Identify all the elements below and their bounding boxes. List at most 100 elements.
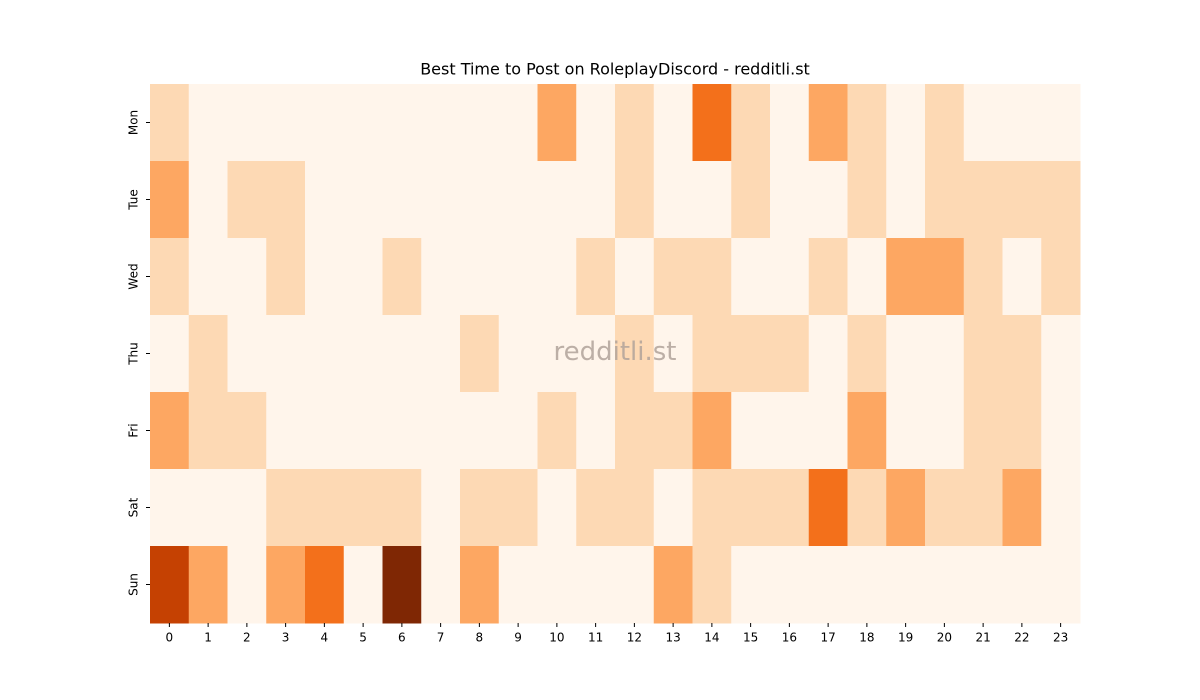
heatmap-cell: [266, 469, 306, 547]
heatmap-cell: [615, 546, 655, 624]
heatmap-cell: [460, 546, 500, 624]
heatmap-cell: [227, 161, 267, 239]
heatmap-cell: [886, 392, 926, 470]
x-tick-label: 7: [437, 631, 445, 645]
heatmap-cell: [731, 546, 771, 624]
y-tick-label: Thu: [127, 342, 141, 366]
heatmap-cell: [886, 469, 926, 547]
heatmap-cell: [498, 315, 538, 393]
heatmap-cell: [188, 546, 228, 624]
heatmap-cell: [925, 315, 965, 393]
heatmap-cell: [227, 84, 267, 162]
heatmap-cell: [770, 84, 810, 162]
heatmap-cell: [498, 392, 538, 470]
heatmap-cell: [963, 315, 1003, 393]
heatmap-cell: [343, 238, 383, 316]
heatmap-cell: [653, 84, 693, 162]
heatmap-cell: [847, 469, 887, 547]
heatmap-cell: [886, 238, 926, 316]
heatmap-cell: [227, 469, 267, 547]
heatmap-cell: [1002, 238, 1042, 316]
heatmap-cell: [343, 161, 383, 239]
heatmap-cell: [808, 161, 848, 239]
heatmap-cell: [227, 546, 267, 624]
heatmap-cell: [188, 161, 228, 239]
heatmap-cell: [963, 392, 1003, 470]
heatmap-cell: [343, 392, 383, 470]
heatmap-cell: [808, 238, 848, 316]
y-tick-label: Sun: [127, 573, 141, 596]
heatmap-cell: [421, 469, 461, 547]
heatmap-cell: [731, 392, 771, 470]
heatmap-cell: [731, 315, 771, 393]
heatmap-cell: [1002, 84, 1042, 162]
heatmap-cell: [266, 84, 306, 162]
heatmap-cell: [421, 392, 461, 470]
heatmap-cell: [382, 315, 422, 393]
heatmap-cell: [847, 238, 887, 316]
heatmap-cell: [847, 546, 887, 624]
heatmap-cell: [343, 315, 383, 393]
heatmap-cell: [1041, 161, 1081, 239]
heatmap-cell: [615, 84, 655, 162]
x-tick-label: 15: [743, 631, 758, 645]
heatmap-cell: [498, 238, 538, 316]
y-tick-label: Fri: [127, 423, 141, 437]
heatmap-cell: [343, 84, 383, 162]
heatmap-cell: [576, 315, 616, 393]
heatmap-cell: [963, 546, 1003, 624]
heatmap-cell: [615, 238, 655, 316]
heatmap-cell: [886, 84, 926, 162]
heatmap-cell: [227, 238, 267, 316]
heatmap-cell: [576, 546, 616, 624]
heatmap-cell: [188, 238, 228, 316]
heatmap-cell: [266, 315, 306, 393]
heatmap-cell: [1002, 392, 1042, 470]
heatmap-cell: [305, 315, 345, 393]
heatmap-cell: [1002, 161, 1042, 239]
heatmap-cell: [653, 238, 693, 316]
heatmap-cell: [537, 546, 577, 624]
heatmap-cell: [150, 161, 190, 239]
heatmap-cell: [925, 546, 965, 624]
heatmap-cell: [886, 315, 926, 393]
heatmap-cell: [692, 546, 732, 624]
heatmap-cell: [847, 392, 887, 470]
heatmap-cell: [808, 315, 848, 393]
x-tick-label: 16: [782, 631, 797, 645]
heatmap-cell: [460, 392, 500, 470]
x-tick-label: 17: [820, 631, 835, 645]
x-tick-label: 10: [549, 631, 564, 645]
axes: 0 1 2 3 4 5 6 7 8 9 10 11 12 13 14 15 16 17 18 19 20 21 22 23Mo…: [127, 110, 1069, 645]
heatmap-cell: [692, 84, 732, 162]
heatmap-cell: [460, 161, 500, 239]
heatmap-cell: [498, 161, 538, 239]
heatmap-cell: [615, 161, 655, 239]
heatmap-cell: [847, 161, 887, 239]
heatmap-cell: [305, 238, 345, 316]
x-tick-label: 0: [166, 631, 174, 645]
heatmap-cell: [692, 161, 732, 239]
heatmap-cell: [731, 238, 771, 316]
heatmap-cell: [1041, 238, 1081, 316]
x-tick-label: 8: [476, 631, 484, 645]
heatmap-cell: [305, 161, 345, 239]
heatmap-cell: [305, 84, 345, 162]
heatmap-cell: [963, 469, 1003, 547]
heatmap-cell: [421, 161, 461, 239]
heatmap-cell: [886, 161, 926, 239]
heatmap-cell: [770, 392, 810, 470]
x-tick-label: 4: [321, 631, 329, 645]
heatmap-cell: [382, 238, 422, 316]
heatmap-cell: [537, 469, 577, 547]
heatmap-cells: [150, 84, 1081, 624]
heatmap-cell: [615, 315, 655, 393]
heatmap-cell: [1041, 84, 1081, 162]
heatmap-cell: [421, 315, 461, 393]
heatmap-cell: [382, 392, 422, 470]
y-tick-label: Tue: [127, 189, 141, 211]
heatmap-cell: [653, 161, 693, 239]
heatmap-cell: [188, 315, 228, 393]
heatmap-cell: [266, 546, 306, 624]
heatmap-cell: [1041, 469, 1081, 547]
